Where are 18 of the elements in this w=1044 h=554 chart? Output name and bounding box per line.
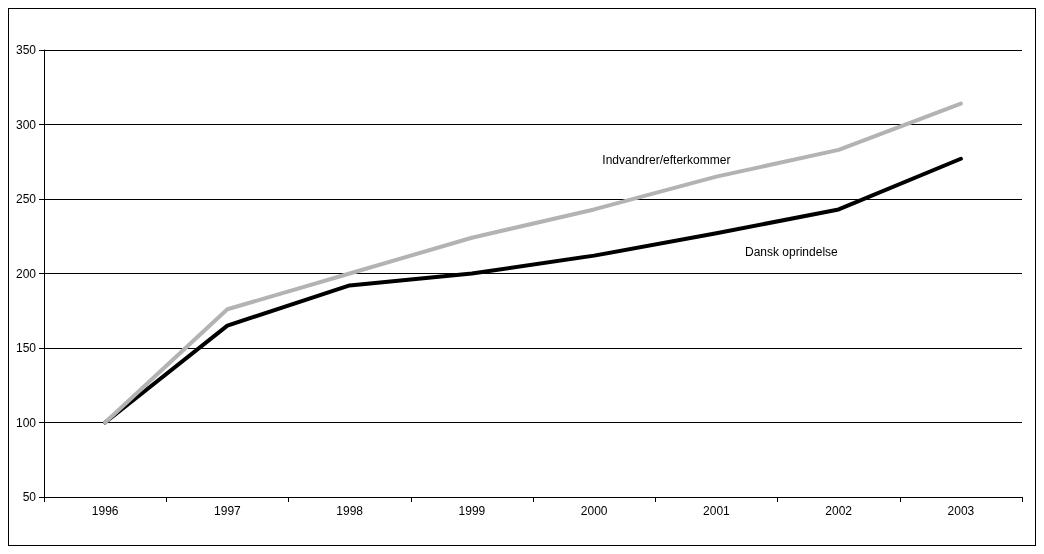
- y-tick-label: 200: [15, 266, 37, 281]
- series-label: Indvandrer/efterkommer: [602, 152, 731, 167]
- y-tick-label: 350: [15, 43, 37, 57]
- x-tick-label: 2001: [703, 504, 731, 518]
- y-tick-label: 150: [15, 341, 37, 355]
- x-tick-label: 1996: [91, 504, 119, 518]
- x-tick-label: 1998: [336, 504, 364, 518]
- x-tick-label: 2003: [947, 504, 975, 518]
- x-tick-label: 1999: [458, 504, 486, 518]
- series-label: Dansk oprindelse: [745, 245, 839, 260]
- y-tick-label: 250: [15, 192, 37, 206]
- y-tick-label: 50: [22, 490, 37, 504]
- y-tick-label: 300: [15, 117, 37, 132]
- x-tick-label: 2000: [580, 504, 608, 518]
- line-series: [103, 101, 963, 425]
- y-tick-label: 100: [15, 415, 37, 430]
- x-tick-label: 1997: [214, 504, 242, 518]
- x-tick-label: 2002: [825, 504, 853, 518]
